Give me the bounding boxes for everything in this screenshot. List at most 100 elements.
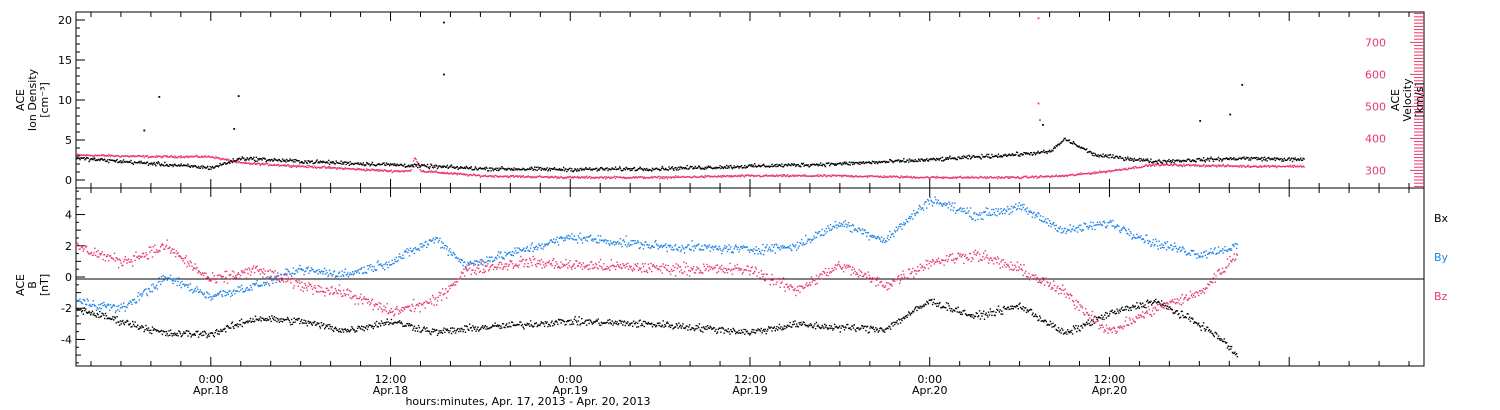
bx-series-point — [429, 332, 431, 334]
bx-series-point — [1053, 325, 1056, 327]
density-series-point — [652, 168, 654, 171]
bx-series-point — [106, 318, 108, 320]
density-series-point — [1294, 157, 1296, 159]
velocity-series-point — [426, 171, 429, 173]
velocity-series-point — [370, 169, 372, 171]
density-series-point — [1160, 161, 1162, 164]
velocity-series-point — [655, 176, 657, 178]
bx-series-point — [272, 318, 275, 321]
density-series-point — [90, 158, 92, 160]
bx-series-point — [1030, 309, 1033, 311]
bx-series-point — [882, 330, 884, 333]
density-series-point — [76, 158, 78, 160]
by-series-point — [215, 295, 217, 297]
velocity-series-point — [1217, 164, 1220, 166]
velocity-series-point — [1207, 164, 1210, 167]
bx-series-point — [323, 323, 325, 325]
density-series-point — [601, 167, 603, 169]
density-series-point — [427, 166, 430, 169]
velocity-series-point — [566, 176, 568, 179]
density-series-point — [1024, 152, 1026, 154]
velocity-series-point — [1156, 163, 1159, 165]
density-series-point — [1060, 142, 1062, 144]
bx-series-point — [751, 328, 753, 331]
velocity-series-point — [528, 176, 530, 178]
bx-series-point — [688, 326, 690, 328]
density-series-point — [635, 169, 637, 172]
density-series-point — [442, 166, 444, 168]
bx-series-point — [1205, 328, 1207, 331]
by-series-point — [204, 296, 206, 298]
velocity-series-point — [492, 175, 494, 177]
velocity-series-point — [524, 176, 526, 178]
bx-series-point — [462, 330, 464, 333]
bx-series-point — [563, 321, 566, 323]
bx-series-point — [1146, 300, 1148, 303]
velocity-series-point — [1153, 164, 1155, 166]
density-series-point — [805, 164, 808, 166]
bx-series-point — [983, 310, 985, 312]
density-series-point — [839, 162, 841, 164]
bx-series-point — [641, 324, 644, 327]
bx-series-point — [902, 317, 904, 319]
velocity-series-point — [1075, 174, 1077, 176]
density-series-point — [856, 162, 859, 164]
top-left-tick-label: 15 — [58, 54, 72, 67]
bx-series-point — [445, 328, 447, 330]
density-series-point — [174, 164, 177, 166]
velocity-series-point — [1160, 164, 1163, 166]
density-series-point — [965, 157, 968, 159]
density-series-point — [363, 164, 365, 166]
velocity-series-point — [1242, 164, 1244, 167]
velocity-series-point — [442, 171, 444, 174]
density-series-point — [351, 162, 353, 165]
velocity-series-point — [342, 168, 345, 170]
by-series-point — [104, 305, 107, 308]
bx-series-point — [269, 318, 271, 320]
velocity-series-point — [885, 175, 888, 178]
bx-series-point — [246, 320, 248, 322]
velocity-series-point — [305, 166, 307, 168]
density-series-point — [1036, 152, 1038, 154]
bx-series-point — [251, 320, 253, 323]
bx-series-point — [1051, 326, 1053, 328]
velocity-series-point — [90, 154, 92, 157]
density-series-point — [467, 167, 469, 170]
density-series-point — [794, 164, 796, 166]
density-series-point — [1108, 157, 1110, 159]
density-series-point — [563, 170, 566, 172]
density-series-point — [988, 156, 991, 158]
by-series-point — [121, 307, 123, 309]
density-series-point — [992, 155, 994, 158]
density-series-point — [949, 155, 951, 157]
density-series-point — [882, 160, 884, 163]
bx-series-point — [582, 322, 584, 324]
bx-series-point — [1128, 309, 1130, 312]
bx-series-point — [910, 312, 912, 315]
velocity-series-point — [332, 166, 334, 169]
velocity-series-point — [697, 176, 699, 178]
bx-series-point — [907, 314, 909, 316]
density-series-point — [903, 161, 906, 163]
velocity-series-point — [737, 174, 739, 177]
density-series-point — [1116, 155, 1118, 158]
velocity-series-point — [1253, 165, 1255, 167]
velocity-series-point — [364, 170, 366, 172]
bx-series-point — [263, 319, 265, 321]
density-series-spike — [233, 128, 236, 130]
density-series-point — [576, 168, 579, 170]
density-series-point — [763, 165, 766, 167]
by-series-point — [118, 305, 120, 307]
velocity-series-point — [201, 155, 203, 157]
density-series-point — [861, 161, 864, 164]
velocity-series-point — [1182, 164, 1184, 167]
bx-series-point — [482, 327, 485, 330]
density-series-point — [335, 160, 337, 162]
density-series-point — [225, 163, 227, 165]
bx-series-point — [1011, 307, 1013, 310]
bx-series-point — [1073, 326, 1075, 329]
density-series-point — [752, 164, 754, 166]
density-series-point — [1179, 161, 1181, 163]
density-series-point — [110, 159, 112, 161]
velocity-series-point — [338, 167, 340, 169]
